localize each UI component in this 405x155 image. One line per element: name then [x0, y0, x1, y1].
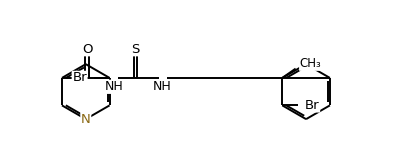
Text: Br: Br — [72, 71, 87, 84]
Text: N: N — [301, 57, 310, 70]
Text: O: O — [81, 43, 92, 56]
Text: NH: NH — [153, 80, 172, 93]
Text: NH: NH — [104, 80, 123, 93]
Text: CH₃: CH₃ — [299, 57, 321, 70]
Text: N: N — [81, 113, 90, 126]
Text: S: S — [131, 43, 139, 56]
Text: Br: Br — [304, 99, 319, 112]
